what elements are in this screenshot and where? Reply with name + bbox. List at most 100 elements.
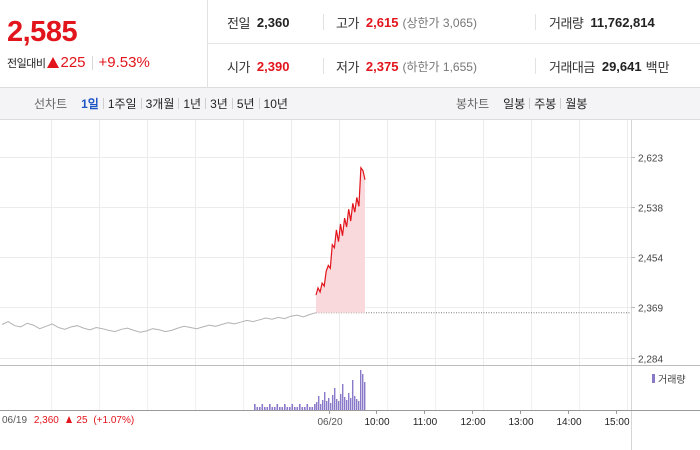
volume-bar [284, 404, 286, 410]
x-tick-label: 14:00 [556, 417, 581, 428]
open-value: 2,390 [256, 58, 290, 74]
tab-line-1[interactable]: 1주일 [107, 97, 137, 111]
amount-label: 거래대금 [549, 59, 595, 75]
volume-bar [294, 407, 296, 410]
volume-bar [322, 400, 324, 410]
price-chart: 2,623 2,538 2,454 2,369 2,284 06/20 10:00 11:00… [0, 120, 700, 450]
volume-bar [344, 397, 346, 410]
amount-unit: 백만 [645, 59, 670, 75]
prev-close-stat: 전일 2,360 [227, 0, 289, 44]
volume-bar [254, 404, 256, 410]
volume-bar [320, 404, 322, 410]
volume-bar [354, 396, 356, 410]
x-tick-label: 06/20 [317, 417, 342, 428]
low-value: 2,375 [365, 58, 399, 74]
volume-swatch [652, 374, 655, 383]
prev-day-change: 25 [76, 415, 88, 426]
tab-candle-1[interactable]: 주봉 [534, 97, 557, 111]
tab-line-0[interactable]: 1일 [81, 97, 99, 111]
volume-bar [346, 400, 348, 410]
volume-legend-label: 거래량 [658, 375, 686, 386]
volume-bar [289, 407, 291, 410]
up-arrow-icon [47, 57, 60, 68]
volume-bar [352, 380, 354, 410]
volume-bar [342, 384, 344, 410]
volume-bar [316, 402, 318, 410]
tab-divider [529, 98, 531, 109]
volume-bar [261, 404, 264, 410]
x-tick-label: 13:00 [508, 417, 533, 428]
tab-candle-2[interactable]: 월봉 [565, 97, 588, 111]
prev-day-info: 06/19 2,360 25 (+1.07%) [2, 415, 134, 426]
tab-divider [140, 98, 142, 109]
volume-bar [362, 374, 364, 410]
volume-bar [274, 407, 276, 410]
amount-stat: 거래대금 29,641 백만 [549, 44, 670, 88]
low-stat: 저가 2,375 (하한가 1,655) [336, 44, 477, 88]
volume-bar [266, 407, 269, 410]
volume-bar [276, 404, 279, 410]
volume-bar [332, 395, 334, 410]
y-tick-label: 2,369 [638, 304, 663, 315]
upper-limit: (상한가 3,065) [402, 15, 477, 30]
today-price-area [316, 167, 365, 313]
volume-value: 11,762,814 [590, 14, 655, 30]
divider [91, 55, 93, 70]
volume-bar [338, 401, 340, 410]
prev-date: 06/19 [2, 415, 28, 426]
volume-bar [301, 407, 304, 410]
prev-day-close: 2,360 [33, 415, 59, 426]
tab-line-5[interactable]: 5년 [236, 97, 255, 111]
divider [323, 58, 324, 74]
y-tick-label: 2,623 [638, 154, 663, 165]
x-tick-label: 15:00 [604, 417, 629, 428]
volume-bar [324, 392, 326, 410]
quote-summary: 2,585 전일대비 225 +9.53% 전일 2,360 고가 2,615 … [0, 0, 700, 88]
volume-legend: 거래량 [652, 371, 686, 386]
x-tick-label: 11:00 [413, 417, 438, 428]
volume-bar [328, 398, 330, 410]
volume-bar [318, 396, 320, 410]
x-tick-label: 12:00 [460, 417, 485, 428]
volume-label: 거래량 [549, 15, 584, 31]
volume-bar [279, 407, 281, 410]
tab-line-6[interactable]: 10년 [263, 97, 288, 111]
y-tick-label: 2,454 [638, 254, 663, 265]
volume-bar [326, 401, 328, 410]
candle-chart-heading: 봉차트 [456, 97, 490, 111]
volume-bar [259, 407, 261, 410]
prev-day-percent: (+1.07%) [93, 415, 135, 426]
high-value: 2,615 [365, 14, 399, 30]
tab-line-3[interactable]: 1년 [183, 97, 202, 111]
period-tabs: 선차트 1일 1주일 3개월 1년 3년 5년 10년 봉차트 일봉 주봉 월봉 [0, 88, 700, 120]
volume-bar [348, 393, 350, 410]
volume-bar [286, 407, 289, 410]
stats-row-2: 시가 2,390 저가 2,375 (하한가 1,655) 거래대금 29,64… [208, 44, 700, 88]
line-chart-tabs: 선차트 1일 1주일 3개월 1년 3년 5년 10년 [34, 88, 292, 119]
stats-row-1: 전일 2,360 고가 2,615 (상한가 3,065) 거래량 11,762… [208, 0, 700, 44]
volume-bar [360, 370, 362, 410]
volume-bar [306, 404, 309, 410]
change-amount: 225 [60, 54, 86, 71]
volume-bar [269, 404, 271, 410]
tab-divider [560, 98, 562, 109]
volume-bar [271, 407, 274, 410]
tab-divider [231, 98, 233, 109]
tab-line-4[interactable]: 3년 [210, 97, 228, 111]
divider [535, 58, 536, 74]
volume-bar [356, 399, 358, 410]
volume-bar [311, 407, 314, 410]
high-label: 고가 [336, 15, 359, 31]
tab-divider [258, 98, 260, 109]
tab-candle-0[interactable]: 일봉 [503, 97, 526, 111]
change-percent: +9.53% [98, 54, 150, 71]
high-stat: 고가 2,615 (상한가 3,065) [336, 0, 477, 44]
tab-divider [178, 98, 180, 109]
prev-close-label: 전일 [227, 15, 250, 31]
current-price: 2,585 [7, 16, 78, 48]
prev-close-value: 2,360 [256, 14, 290, 30]
volume-bar [340, 394, 342, 410]
tab-line-2[interactable]: 3개월 [145, 97, 175, 111]
open-stat: 시가 2,390 [227, 44, 289, 88]
volume-bar [350, 398, 352, 410]
